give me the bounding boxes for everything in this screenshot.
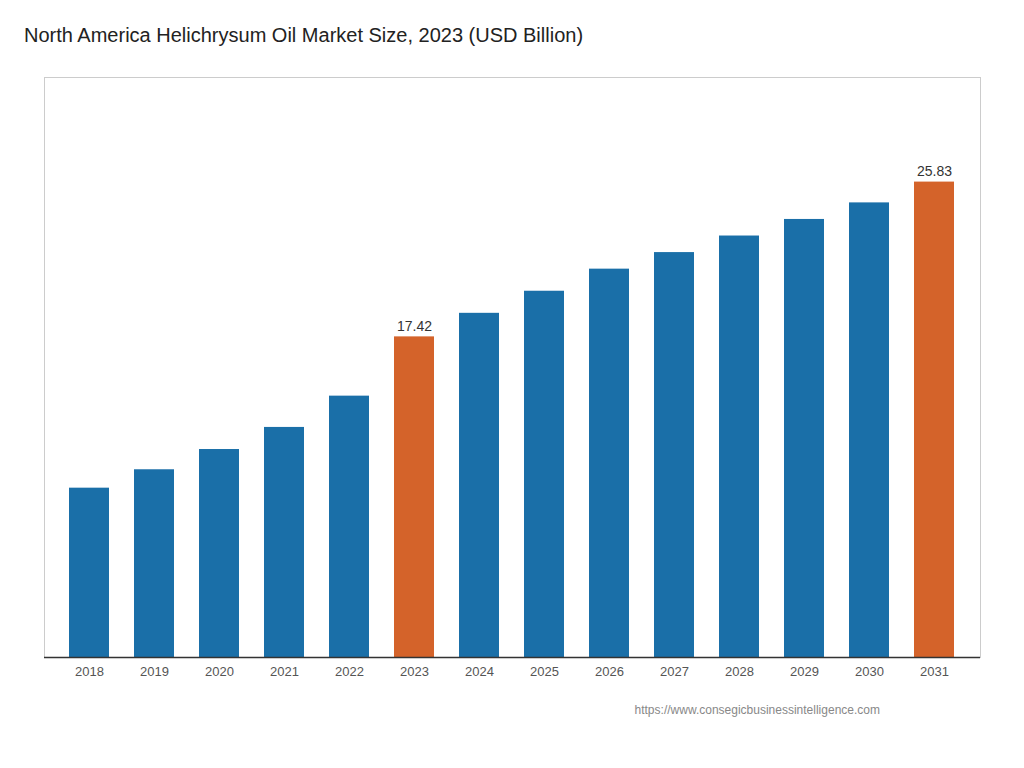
svg-text:2025: 2025 (530, 664, 559, 679)
svg-text:2018: 2018 (75, 664, 104, 679)
svg-text:25.83: 25.83 (917, 163, 952, 179)
svg-text:2019: 2019 (140, 664, 169, 679)
svg-text:2027: 2027 (660, 664, 689, 679)
svg-text:17.42: 17.42 (397, 318, 432, 334)
svg-text:2022: 2022 (335, 664, 364, 679)
svg-text:2023: 2023 (400, 664, 429, 679)
svg-text:2026: 2026 (595, 664, 624, 679)
html-text:North America Helichrysum Oil: North America Helichrysum Oil Market Siz… (24, 24, 584, 46)
svg-text:2028: 2028 (725, 664, 754, 679)
svg-text:2029: 2029 (790, 664, 819, 679)
svg-text:2021: 2021 (270, 664, 299, 679)
svg-text:2024: 2024 (465, 664, 494, 679)
svg-text:2031: 2031 (920, 664, 949, 679)
html-text:https://www.consegicbusinessin: https://www.consegicbusinessintelligence… (634, 703, 880, 717)
svg-text:2030: 2030 (855, 664, 884, 679)
svg-text:2020: 2020 (205, 664, 234, 679)
